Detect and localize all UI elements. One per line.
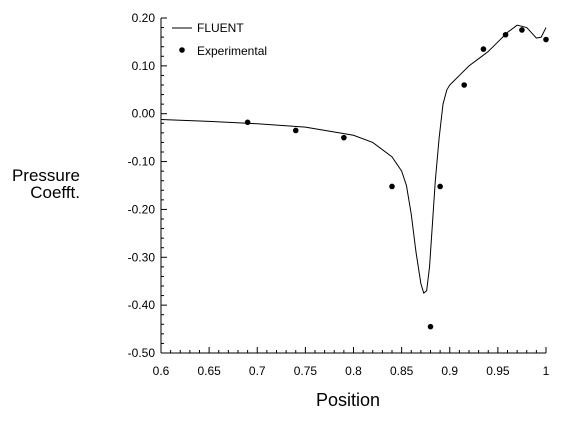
- x-tick-label: 0.8: [345, 364, 362, 378]
- y-tick-label: 0.20: [132, 11, 156, 25]
- x-tick-label: 1: [543, 364, 550, 378]
- legend: FLUENT Experimental: [172, 21, 267, 58]
- experimental-point: [437, 183, 443, 190]
- series-points-experimental: [244, 27, 549, 330]
- axes: [160, 18, 546, 354]
- x-tick-label: 0.65: [197, 364, 221, 378]
- y-tick-label: 0.00: [132, 107, 156, 121]
- series-layer: [160, 24, 549, 330]
- experimental-point: [244, 119, 251, 126]
- y-tick-label: -0.20: [128, 202, 156, 216]
- series-line-fluent: [160, 24, 547, 295]
- x-ticks: 0.6 0.65 0.7 0.75 0.8 0.85 0.9 0.95 1: [153, 347, 550, 378]
- x-tick-label: 0.95: [486, 364, 510, 378]
- experimental-point: [341, 134, 347, 141]
- y-minor-ticks: [161, 27, 164, 344]
- experimental-point: [389, 183, 395, 190]
- legend-label-experimental: Experimental: [197, 44, 267, 58]
- y-axis-title-line-1: Pressure: [12, 166, 80, 185]
- y-tick-label: -0.50: [128, 346, 156, 360]
- experimental-point: [502, 31, 509, 38]
- x-tick-label: 0.85: [390, 364, 414, 378]
- y-ticks: 0.20 0.10 0.00 -0.10 -0.20 -0.30 -0.40 -0.50: [128, 11, 167, 360]
- y-axis-title-line-2: Coefft.: [30, 183, 80, 202]
- experimental-point: [427, 323, 434, 330]
- y-tick-label: -0.40: [128, 298, 156, 312]
- x-tick-label: 0.6: [153, 364, 170, 378]
- legend-point-swatch: [179, 47, 185, 53]
- experimental-point: [543, 36, 549, 43]
- experimental-point: [519, 27, 525, 33]
- experimental-point: [480, 46, 487, 52]
- y-tick-label: -0.30: [128, 250, 156, 264]
- experimental-point: [461, 82, 467, 88]
- experimental-point: [292, 127, 299, 134]
- legend-label-fluent: FLUENT: [197, 21, 244, 35]
- y-tick-label: -0.10: [128, 155, 156, 169]
- x-axis-title: Position: [316, 390, 380, 410]
- x-tick-label: 0.7: [249, 364, 266, 378]
- x-minor-ticks: [170, 350, 537, 353]
- y-tick-label: 0.10: [132, 59, 156, 73]
- x-tick-label: 0.75: [294, 364, 318, 378]
- x-tick-label: 0.9: [441, 364, 458, 378]
